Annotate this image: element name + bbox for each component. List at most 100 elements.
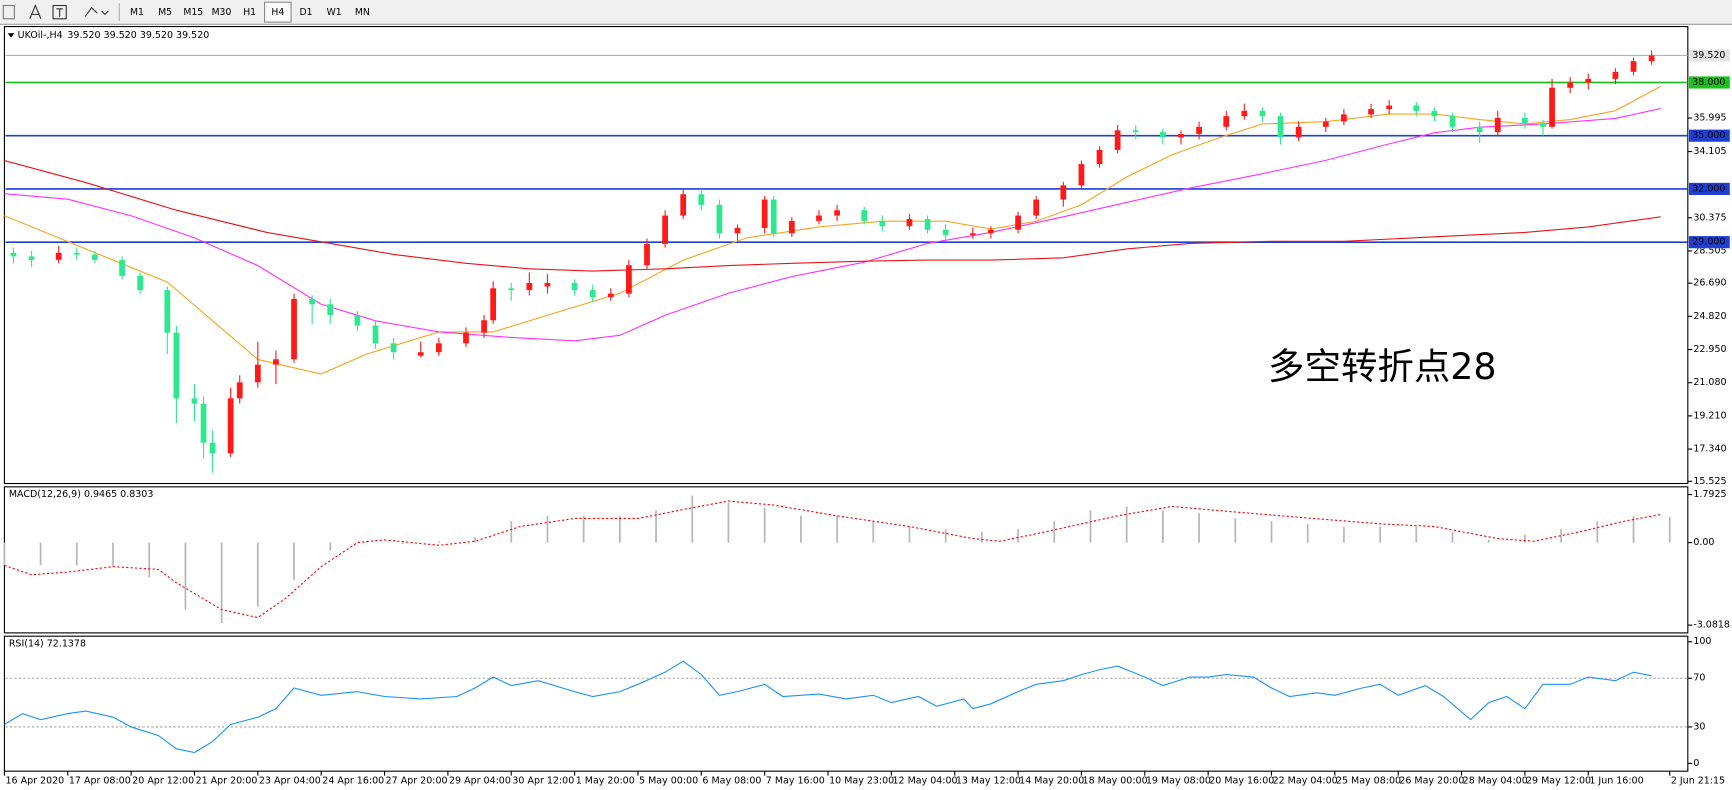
- candle-body: [1078, 164, 1085, 186]
- candle-body: [417, 352, 424, 356]
- candle-body: [173, 332, 180, 399]
- timeframe-button[interactable]: H4: [263, 1, 292, 23]
- candle-body: [571, 282, 578, 291]
- y-tick-label: 22.950: [1693, 344, 1726, 355]
- toolbar: [0, 0, 1732, 25]
- moving-average: [4, 85, 1661, 375]
- x-tick-label: 16 Apr 2020: [6, 776, 65, 787]
- candle-body: [1431, 110, 1438, 117]
- candle-body: [1585, 78, 1592, 83]
- candle-body: [942, 229, 949, 236]
- candle-body: [1494, 117, 1501, 133]
- candle-body: [1060, 185, 1067, 200]
- timeframe-button[interactable]: D1: [299, 7, 312, 18]
- candle-body: [1341, 114, 1347, 122]
- candle-body: [1630, 61, 1637, 72]
- x-tick-label: 23 Apr 04:00: [259, 776, 321, 787]
- x-tick-label: 10 May 23:00: [829, 776, 894, 787]
- x-tick-label: 20 Apr 12:00: [132, 776, 194, 787]
- y-tick-label: 0.00: [1693, 537, 1714, 548]
- candle-body: [390, 343, 397, 353]
- y-tick-label: 30.375: [1693, 212, 1726, 223]
- x-tick-label: 6 May 08:00: [702, 776, 761, 787]
- crosshair-icon[interactable]: [2, 4, 15, 20]
- candle-body: [1612, 71, 1619, 79]
- timeframe-button[interactable]: M1: [130, 7, 144, 18]
- y-tick-label: 19.210: [1693, 410, 1726, 421]
- x-tick-label: 29 Apr 04:00: [449, 776, 511, 787]
- text-icon[interactable]: [29, 4, 42, 20]
- tool-icons: [2, 3, 120, 22]
- candle-body: [1567, 82, 1574, 88]
- timeframe-button[interactable]: M15: [183, 7, 203, 18]
- x-tick-label: 24 Apr 16:00: [322, 776, 384, 787]
- x-tick-label: 25 May 08:00: [1336, 776, 1401, 787]
- candle-body: [73, 252, 80, 255]
- candle-body: [191, 398, 198, 404]
- x-tick-label: 12 May 04:00: [892, 776, 957, 787]
- symbol-dropdown[interactable]: [7, 33, 15, 38]
- level-box: [1688, 49, 1730, 62]
- x-tick-label: 14 May 20:00: [1019, 776, 1084, 787]
- timeframe-button[interactable]: W1: [327, 7, 342, 18]
- y-tick-label: 15.525: [1693, 476, 1726, 487]
- candle-body: [209, 442, 216, 454]
- rsi-line: [4, 660, 1652, 754]
- x-tick-label: 21 Apr 20:00: [196, 776, 258, 787]
- candle-body: [662, 215, 668, 244]
- candle-body: [1160, 132, 1166, 138]
- timeframe-label: MN: [355, 7, 370, 18]
- candle-body: [526, 282, 533, 291]
- candle-body: [644, 243, 650, 266]
- candle-body: [55, 252, 62, 260]
- level-label: 39.520: [1692, 50, 1725, 61]
- timeframe-button[interactable]: H1: [243, 7, 256, 18]
- y-tick-label: 24.820: [1693, 311, 1726, 322]
- annotation: 多空转折点28: [1268, 345, 1497, 388]
- timeframe-label: M5: [158, 7, 172, 18]
- chart-subtitle: 39.520 39.520 39.520 39.520: [67, 30, 209, 41]
- candle-body: [490, 288, 497, 321]
- level-box: [1688, 76, 1730, 89]
- candle-body: [28, 256, 35, 260]
- candle-body: [1033, 199, 1040, 216]
- candle-body: [861, 210, 868, 221]
- candle-body: [227, 398, 234, 454]
- candle-body: [1322, 121, 1329, 127]
- x-tick-label: 13 May 12:00: [956, 776, 1021, 787]
- candle-body: [1540, 123, 1546, 127]
- candle-body: [1015, 215, 1021, 230]
- timeframe-label: H4: [271, 7, 284, 18]
- candle-body: [1648, 55, 1655, 62]
- x-tick-label: 20 May 16:00: [1209, 776, 1274, 787]
- level-box: [1688, 182, 1730, 196]
- candle-body: [1295, 126, 1302, 138]
- candle-body: [435, 343, 442, 353]
- label-icon[interactable]: [52, 4, 67, 20]
- timeframe-button[interactable]: M5: [158, 7, 172, 18]
- candle-body: [770, 199, 777, 234]
- timeframe-button[interactable]: MN: [355, 7, 370, 18]
- timeframe-label: M1: [130, 7, 144, 18]
- timeframe-button[interactable]: M30: [212, 7, 232, 18]
- label-icon-glyph: [56, 8, 63, 17]
- macd-signal: [4, 500, 1661, 619]
- candle-body: [119, 259, 125, 276]
- candle-body: [589, 290, 596, 298]
- candle-body: [1096, 149, 1103, 165]
- candle-body: [137, 275, 144, 291]
- shapes-icon[interactable]: [84, 6, 109, 17]
- x-tick-label: 19 May 08:00: [1146, 776, 1211, 787]
- y-tick-label: 70: [1693, 673, 1705, 684]
- candle-body: [607, 293, 614, 298]
- candle-body: [906, 219, 913, 227]
- candle-body: [10, 252, 17, 257]
- x-tick-label: 2 Jun 21:15: [1671, 776, 1725, 787]
- timeframe-label: D1: [299, 7, 312, 18]
- y-tick-label: 34.105: [1693, 146, 1726, 157]
- candle-body: [372, 325, 379, 344]
- candle-body: [761, 199, 768, 228]
- candle-body: [1386, 105, 1393, 110]
- candle-body: [834, 210, 840, 216]
